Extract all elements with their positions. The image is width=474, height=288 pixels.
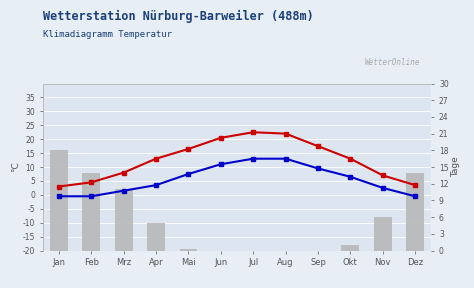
- Text: Klimadiagramm Temperatur: Klimadiagramm Temperatur: [43, 30, 172, 39]
- Bar: [406, 173, 424, 251]
- Bar: [374, 217, 392, 251]
- Bar: [341, 245, 359, 251]
- Bar: [43, 84, 431, 251]
- Y-axis label: °C: °C: [11, 162, 20, 173]
- Y-axis label: Tage: Tage: [452, 157, 461, 177]
- Bar: [180, 249, 197, 251]
- Bar: [50, 150, 68, 251]
- Bar: [147, 223, 165, 251]
- Bar: [115, 189, 133, 251]
- Bar: [82, 173, 100, 251]
- Text: Wetterstation Nürburg-Barweiler (488m): Wetterstation Nürburg-Barweiler (488m): [43, 10, 313, 23]
- Text: WetterOnline: WetterOnline: [365, 58, 420, 67]
